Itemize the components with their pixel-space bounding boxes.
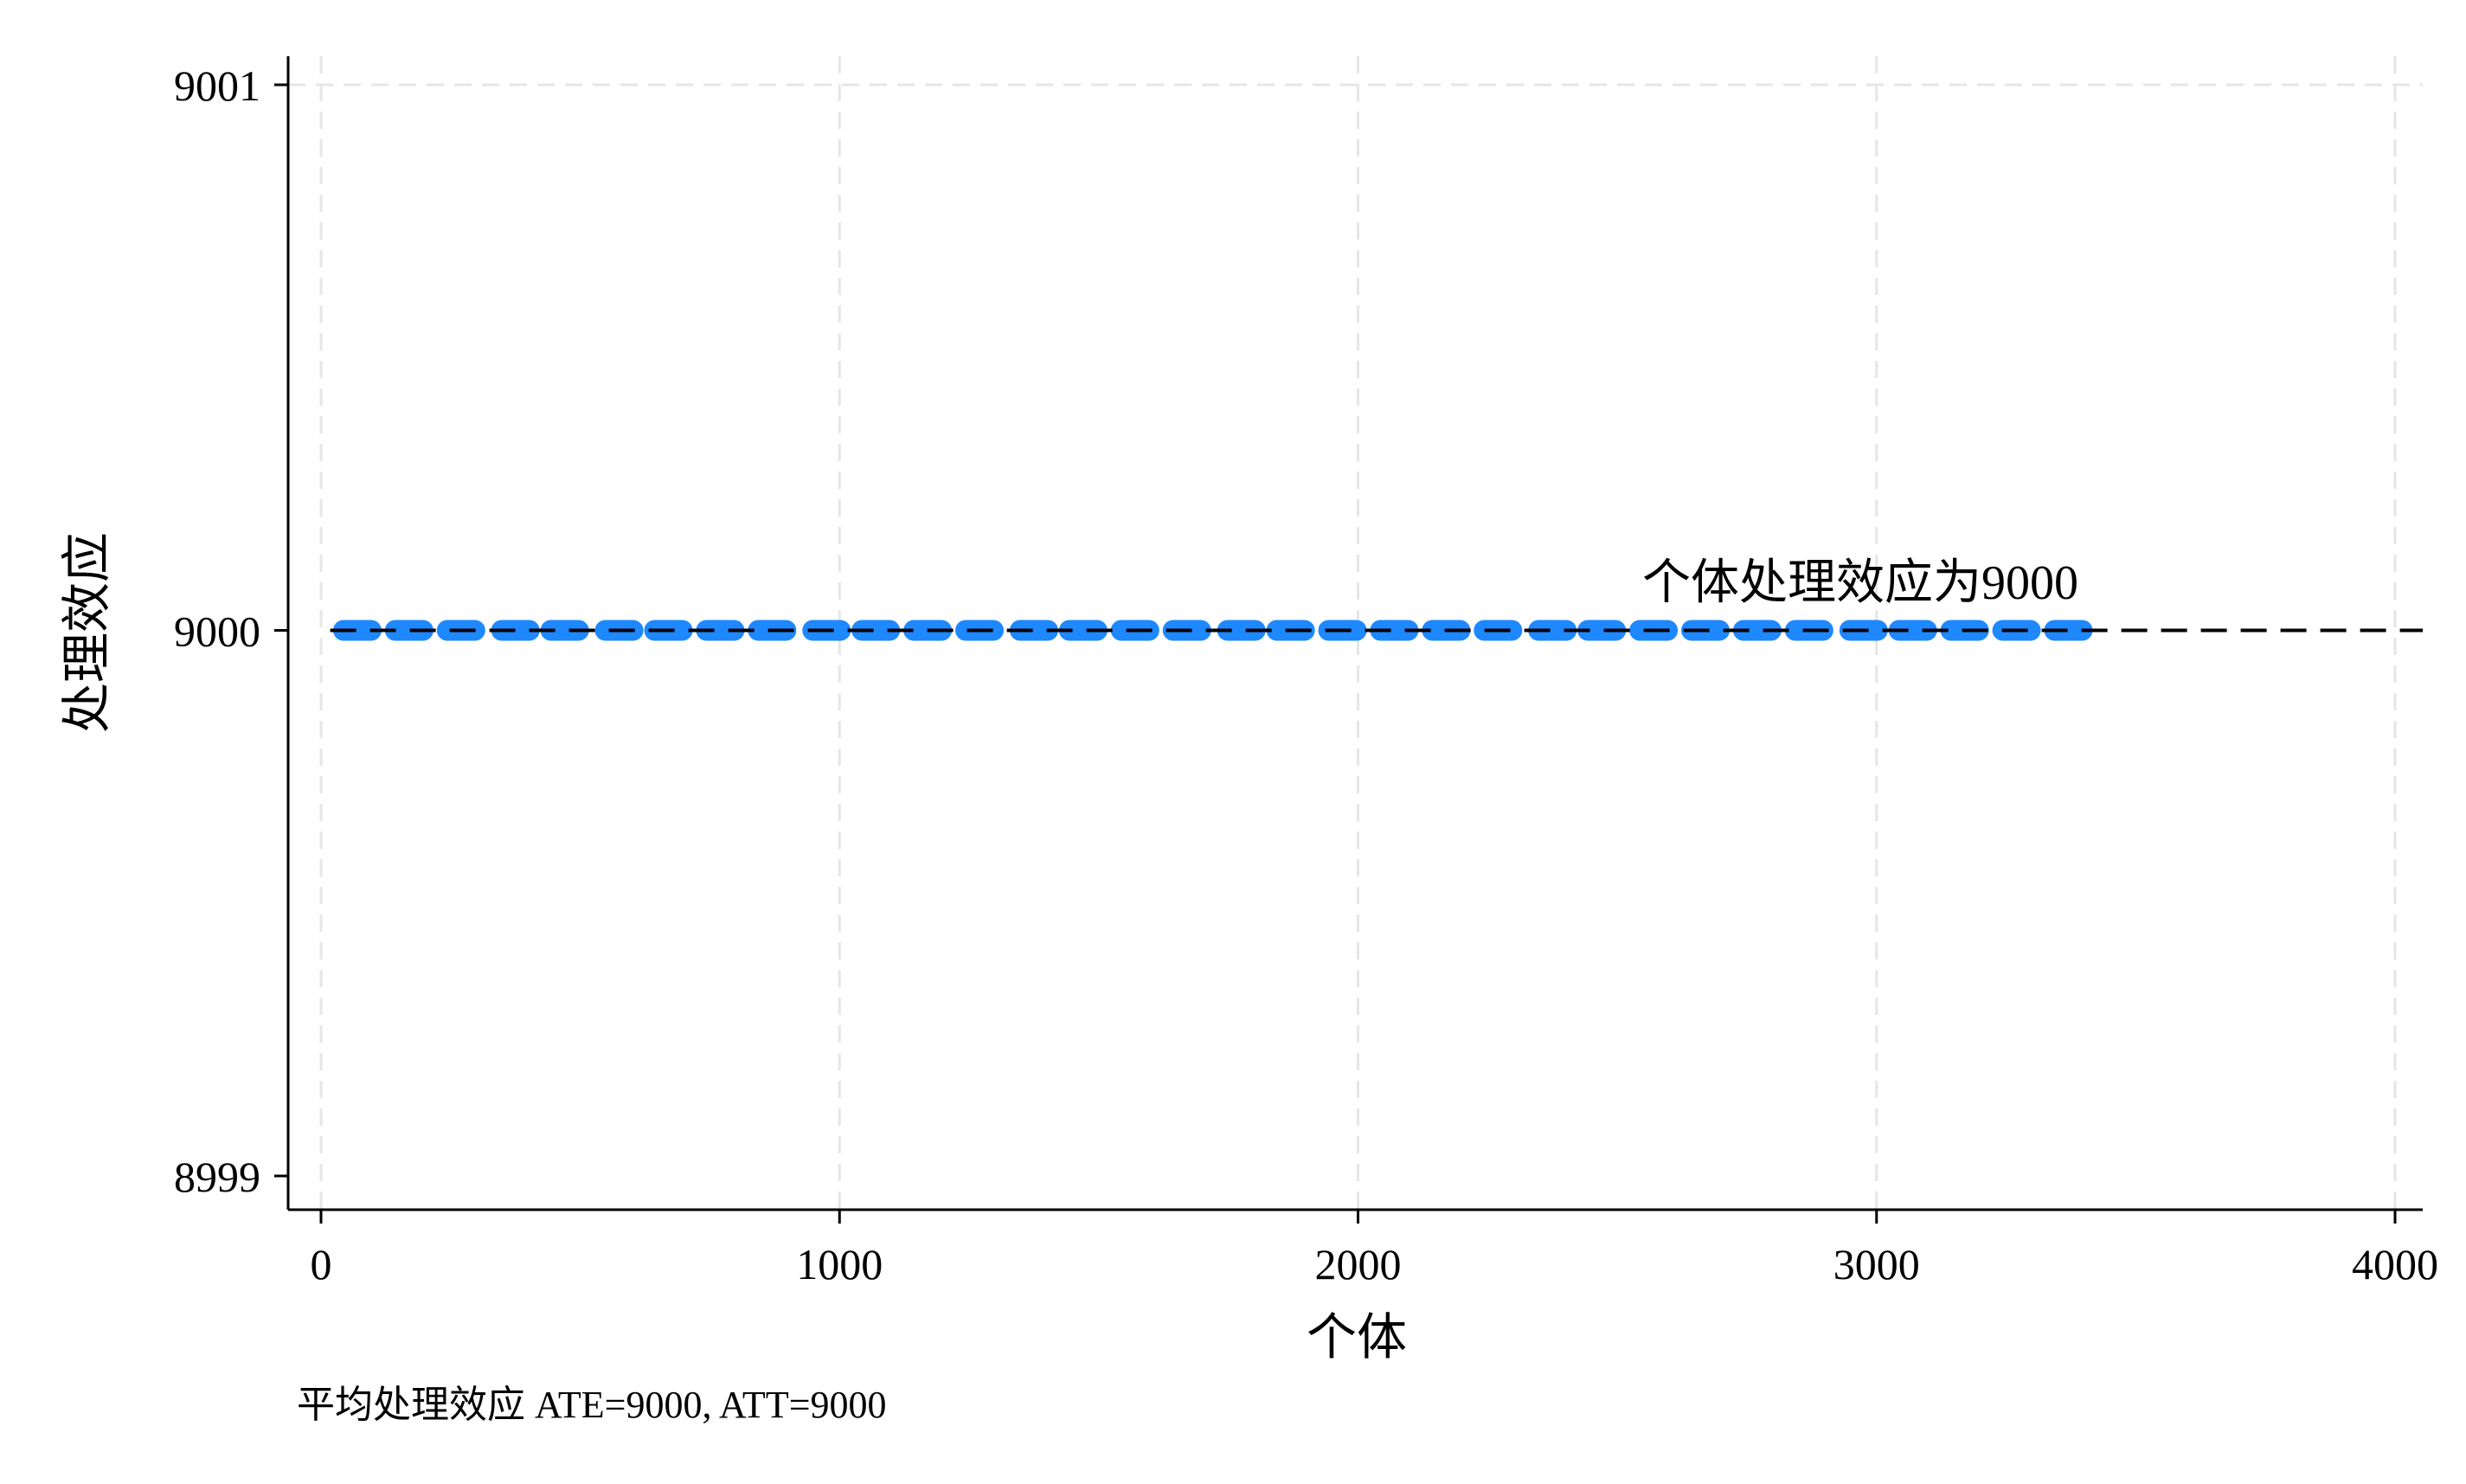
data-point-23 <box>1528 620 1577 641</box>
footnote-text: 平均处理效应 ATE=9000, ATT=9000 <box>297 1384 887 1426</box>
data-point-7 <box>696 620 745 641</box>
points-layer <box>332 620 2093 641</box>
y-tick-label-0: 8999 <box>174 1153 260 1201</box>
x-tick-label-1: 1000 <box>796 1240 883 1288</box>
x-tick-label-3: 3000 <box>1833 1240 1920 1288</box>
data-point-1 <box>384 620 433 641</box>
data-point-0 <box>332 620 382 641</box>
ticks-layer: 0 1000 2000 3000 4000 8999 9000 9001 <box>174 61 2438 1288</box>
y-axis-title: 处理效应 <box>59 532 115 733</box>
labels-layer: 个体 处理效应 个体处理效应为9000 平均处理效应 ATE=9000, ATT… <box>59 532 2078 1426</box>
grid-layer <box>288 56 2423 1210</box>
data-point-30 <box>1888 620 1937 641</box>
data-point-4 <box>540 620 589 641</box>
y-tick-label-2: 9001 <box>174 61 260 110</box>
x-axis-title: 个体 <box>1307 1309 1407 1365</box>
data-point-13 <box>1009 620 1058 641</box>
data-point-10 <box>851 620 901 641</box>
data-point-14 <box>1058 620 1108 641</box>
data-point-20 <box>1370 620 1419 641</box>
x-tick-label-2: 2000 <box>1315 1240 1402 1288</box>
y-tick-label-1: 9000 <box>174 607 260 656</box>
data-point-24 <box>1577 620 1627 641</box>
x-tick-label-4: 4000 <box>2352 1240 2438 1288</box>
x-tick-label-0: 0 <box>311 1240 332 1288</box>
data-point-27 <box>1732 620 1782 641</box>
annotation-label: 个体处理效应为9000 <box>1642 556 2078 610</box>
data-point-33 <box>2044 620 2093 641</box>
data-point-3 <box>491 620 540 641</box>
axes-layer <box>286 56 2423 1211</box>
data-point-17 <box>1217 620 1266 641</box>
